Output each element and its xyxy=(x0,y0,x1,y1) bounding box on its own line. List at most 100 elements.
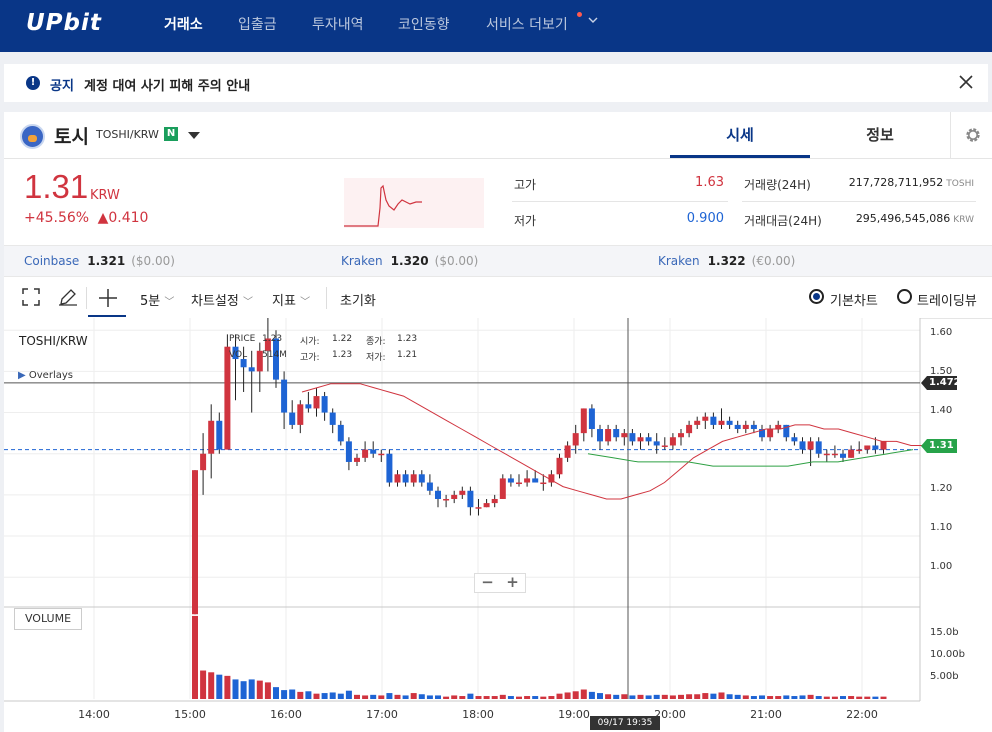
price-chart[interactable]: TOSHI/KRW ▶ Overlays PRICE 1.23 VOL 514M… xyxy=(4,318,992,732)
candlestick-chart[interactable] xyxy=(4,318,992,732)
candle-body xyxy=(661,445,668,447)
candle-body xyxy=(588,408,595,430)
x-tick-label: 15:00 xyxy=(174,708,206,721)
volume-bar xyxy=(807,694,814,699)
volume-bar xyxy=(686,694,693,699)
candle-body xyxy=(580,408,587,434)
info-open-label: 시가: xyxy=(300,337,320,347)
volume-bar xyxy=(281,690,288,699)
candle-body xyxy=(864,445,871,450)
candle-body xyxy=(742,424,749,430)
basic-chart-label[interactable]: 기본차트 xyxy=(830,294,878,309)
crosshair-icon[interactable] xyxy=(98,288,118,308)
candle-body xyxy=(378,453,385,456)
candle-body xyxy=(394,474,401,483)
y-tick-label: 1.60 xyxy=(930,327,953,338)
volume-bar xyxy=(475,696,482,699)
chevron-down-icon[interactable] xyxy=(588,17,598,25)
volume-bar xyxy=(645,695,652,699)
nav-coin-trends[interactable]: 코인동향 xyxy=(398,17,450,33)
pencil-icon[interactable] xyxy=(58,288,78,306)
volume-bar xyxy=(613,694,620,699)
nav-more-services[interactable]: 서비스 더보기 xyxy=(486,17,568,33)
volume-bar xyxy=(264,682,271,699)
candle-body xyxy=(621,433,628,438)
volume-bar xyxy=(362,695,369,699)
notice-text[interactable]: 계정 대여 사기 피해 주의 안내 xyxy=(84,79,251,94)
candle-body xyxy=(734,424,741,430)
candle-body xyxy=(613,429,620,438)
volume-bar xyxy=(823,696,830,699)
candle-body xyxy=(499,478,506,499)
volume-pane-label[interactable]: VOLUME xyxy=(14,608,82,630)
candle-body xyxy=(426,482,433,491)
crosshair-time-tag: 09/17 19:35 xyxy=(590,716,660,730)
candle-body xyxy=(192,470,198,615)
tab-info[interactable]: 정보 xyxy=(866,126,894,144)
volume-label: 거래량(24H) xyxy=(744,178,811,192)
notice-bar[interactable]: ! 공지 계정 대여 사기 피해 주의 안내 xyxy=(4,64,988,102)
reset-button[interactable]: 초기화 xyxy=(340,294,376,309)
info-price-label: PRICE xyxy=(229,334,256,344)
nav-investments[interactable]: 투자내역 xyxy=(312,17,364,33)
change-amount: ▲0.410 xyxy=(97,210,149,226)
volume-bar xyxy=(200,670,207,699)
candle-body xyxy=(678,433,684,438)
indicators-select[interactable]: 지표 ﹀ xyxy=(272,294,311,309)
candle-body xyxy=(281,379,288,413)
zoom-in-button[interactable]: + xyxy=(506,573,519,591)
close-icon[interactable] xyxy=(958,74,974,90)
volume-bar xyxy=(815,696,822,699)
tab-price[interactable]: 시세 xyxy=(670,112,810,158)
nav-exchange[interactable]: 거래소 xyxy=(164,17,203,33)
candle-body xyxy=(200,453,207,471)
candle-body xyxy=(224,346,231,450)
tradingview-label[interactable]: 트레이딩뷰 xyxy=(917,294,977,309)
volume-tick-label: 15.0b xyxy=(930,627,959,638)
chart-settings-select[interactable]: 차트설정 ﹀ xyxy=(191,294,253,309)
volume-bar xyxy=(742,695,749,699)
volume-bar xyxy=(443,696,450,699)
volume-bar xyxy=(564,692,571,699)
volume-bar xyxy=(378,695,385,699)
volume-bar xyxy=(702,693,709,699)
volume-bar xyxy=(426,695,433,699)
volume-bar xyxy=(491,696,498,699)
volume-bar xyxy=(864,696,871,699)
candle-body xyxy=(880,441,887,450)
candle-body xyxy=(759,429,765,438)
volume-bar xyxy=(329,692,336,699)
upbit-logo[interactable]: UPbit xyxy=(26,10,102,36)
interval-select[interactable]: 5분 ﹀ xyxy=(140,294,175,309)
candle-body xyxy=(726,420,733,425)
volume-bar xyxy=(605,694,612,699)
info-high: 1.23 xyxy=(332,350,353,360)
candle-body xyxy=(645,437,652,442)
low-value: 0.900 xyxy=(686,211,724,226)
candle-body xyxy=(289,412,296,425)
tradingview-radio[interactable] xyxy=(897,289,912,304)
overlays-toggle[interactable]: ▶ Overlays xyxy=(18,370,73,381)
candle-body xyxy=(516,482,522,485)
moving-average-red xyxy=(301,383,926,500)
candle-body xyxy=(443,498,450,501)
basic-chart-radio[interactable] xyxy=(809,289,824,304)
volume-bar xyxy=(840,696,846,699)
volume-bar xyxy=(192,615,198,699)
nav-deposit-withdraw[interactable]: 입출금 xyxy=(238,17,277,33)
fullscreen-icon[interactable] xyxy=(22,288,40,306)
volume-bar xyxy=(313,693,320,699)
gear-icon[interactable] xyxy=(964,126,982,144)
candle-body xyxy=(807,441,814,450)
notice-label: 공지 xyxy=(50,79,74,94)
zoom-out-button[interactable]: − xyxy=(481,573,494,591)
candle-body xyxy=(483,503,490,508)
candle-body xyxy=(686,424,693,434)
tab-divider xyxy=(950,112,951,158)
candle-body xyxy=(354,457,360,462)
volume-bar xyxy=(726,694,733,699)
crosshair-selected-indicator xyxy=(88,315,126,317)
volume-bar xyxy=(289,689,296,699)
candle-body xyxy=(256,350,263,372)
market-dropdown-icon[interactable] xyxy=(188,132,200,139)
